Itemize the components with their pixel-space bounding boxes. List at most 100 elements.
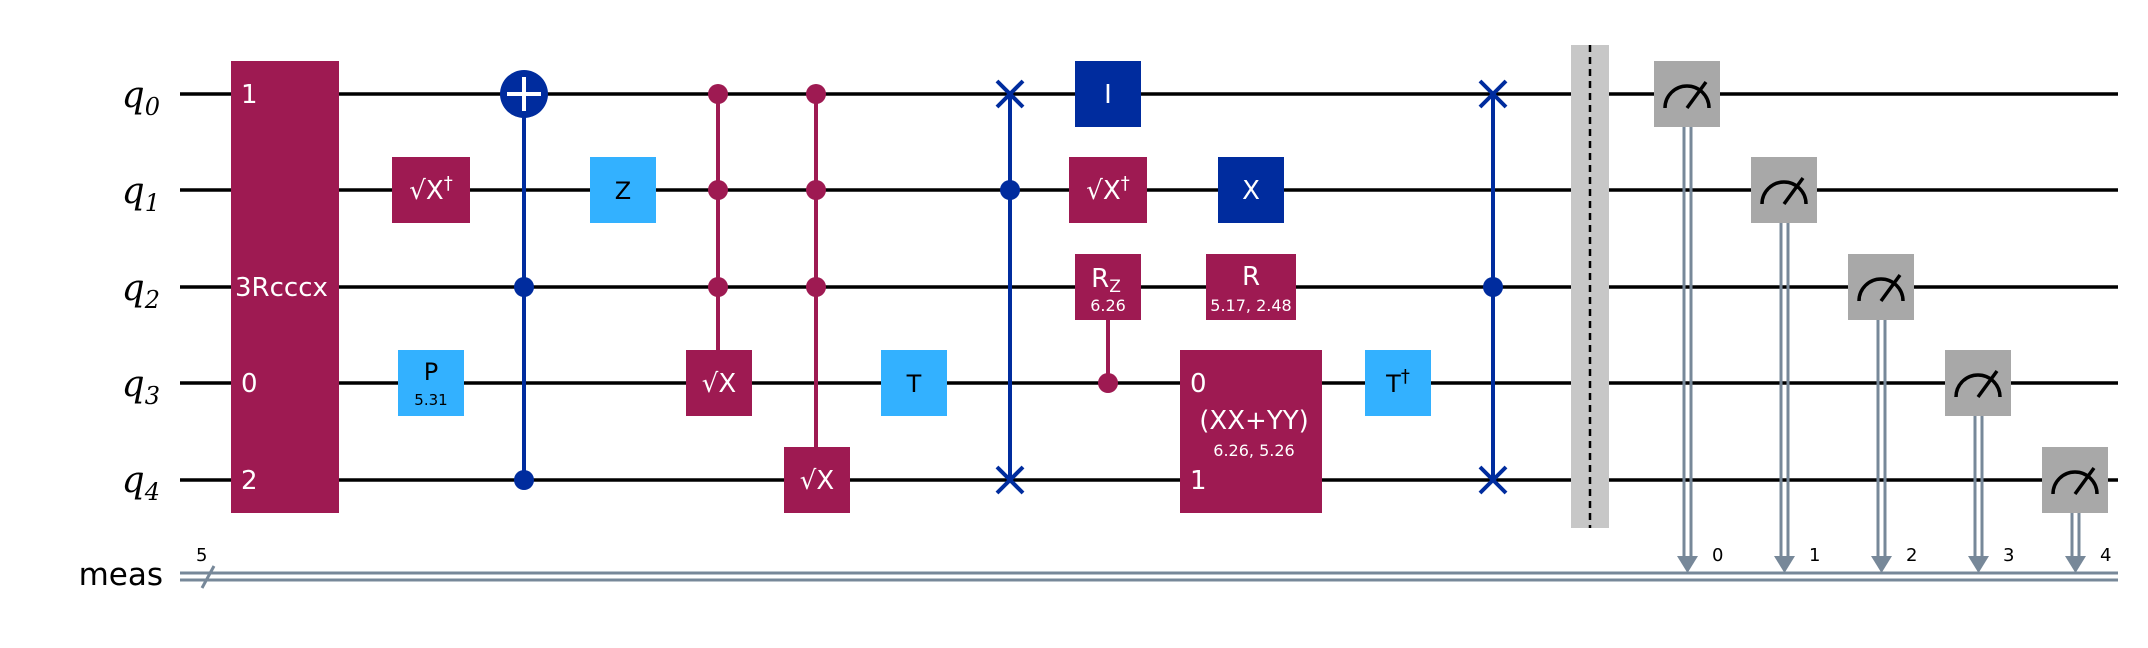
gate-xxyy-port-top: 0 <box>1190 369 1207 399</box>
gate-tdg-q3-box <box>1365 350 1431 416</box>
measure-q2: 2 <box>1848 254 1917 573</box>
measure-q0-clbit: 0 <box>1712 545 1723 566</box>
gate-cswap-1 <box>995 79 1025 495</box>
classical-bundle-slash <box>200 565 216 589</box>
gate-sxdg-q1: √X† <box>392 157 470 223</box>
classical-wire <box>180 565 2118 589</box>
gate-p-q3-label: P <box>424 358 438 386</box>
gate-r-q2-label: R <box>1242 262 1260 292</box>
gate-x-q1-label: X <box>1242 176 1260 206</box>
gate-xxyy: 0 (XX+YY) 6.26, 5.26 1 <box>1180 350 1322 513</box>
gate-ccx-control-q4 <box>514 470 534 490</box>
gate-xxyy-label: (XX+YY) <box>1199 406 1308 436</box>
gate-cswap-1-control-q1 <box>1000 180 1020 200</box>
gate-x-q1: X <box>1218 157 1284 223</box>
barrier <box>1571 45 1609 528</box>
gate-id-q0-label: I <box>1104 80 1112 110</box>
gate-cswap-2 <box>1478 79 1508 495</box>
qubit-label-q1: q1 <box>122 171 160 217</box>
gate-xxyy-port-bottom: 1 <box>1190 466 1207 496</box>
gate-id-q0: I <box>1075 61 1141 127</box>
gate-rcccx-label: 3Rcccx <box>235 273 328 303</box>
qubit-label-q3: q3 <box>122 364 160 410</box>
gate-c3sx-q3-control-q1 <box>708 180 728 200</box>
gate-r-q2-box <box>1206 254 1296 320</box>
measure-q3-needle <box>1976 369 1999 399</box>
gate-c3sx-q3-label: √X <box>702 369 736 399</box>
gate-ccx-control-q2 <box>514 277 534 297</box>
gate-c3sx-q3-control-q0 <box>708 84 728 104</box>
gate-c3sx-q4-control-q0 <box>806 84 826 104</box>
measure-q4-box <box>2042 447 2108 513</box>
gate-crz-param: 6.26 <box>1090 296 1126 315</box>
gate-p-q3: P 5.31 <box>398 350 464 416</box>
gate-t-q3-label: T <box>906 370 922 398</box>
measure-q0-box <box>1654 61 1720 127</box>
measure-q0-arrow <box>1677 556 1698 573</box>
measure-q3-clbit: 3 <box>2003 545 2014 566</box>
gate-c3sx-q3-box <box>686 350 752 416</box>
gate-c3sx-q4-box <box>784 447 850 513</box>
gate-cswap-1-x-q0-b <box>995 79 1025 109</box>
gate-sxdg-q1-second-label: √X† <box>1086 173 1129 206</box>
gate-crz-box <box>1075 254 1141 320</box>
gate-xxyy-param: 6.26, 5.26 <box>1213 441 1294 460</box>
measure-q1-needle <box>1782 176 1805 206</box>
measure-q1-clbit: 1 <box>1809 545 1820 566</box>
qubit-label-q0: q0 <box>122 75 160 121</box>
gate-t-q3-box <box>881 350 947 416</box>
gate-sxdg-q1-second-box <box>1069 157 1147 223</box>
gate-tdg-q3: T† <box>1365 350 1431 416</box>
gate-p-q3-box <box>398 350 464 416</box>
measure-q4-dial-icon <box>2051 470 2099 495</box>
measure-q3-box <box>1945 350 2011 416</box>
gate-c3sx-q4-control-q2 <box>806 277 826 297</box>
measure-q4: 4 <box>2042 447 2111 573</box>
measure-q1-arrow <box>1774 556 1795 573</box>
gate-sxdg-q1-box <box>392 157 470 223</box>
qubit-labels: q0 q1 q2 q3 q4 meas <box>79 75 163 593</box>
gate-sxdg-q1-second: √X† <box>1069 157 1147 223</box>
measure-q2-dial-icon <box>1857 277 1905 302</box>
gate-c3sx-q3: √X <box>686 84 752 416</box>
gate-sxdg-q1-label: √X† <box>409 173 452 206</box>
gate-xxyy-box <box>1180 350 1322 513</box>
measure-q0-needle <box>1685 80 1708 110</box>
gate-z-q1-label: Z <box>615 177 631 205</box>
gate-cswap-2-x-q4-b <box>1478 465 1508 495</box>
measure-q1: 1 <box>1751 157 1820 573</box>
measure-q2-arrow <box>1871 556 1892 573</box>
gate-t-q3: T <box>881 350 947 416</box>
gate-cswap-2-control-q2 <box>1483 277 1503 297</box>
gate-x-q1-box <box>1218 157 1284 223</box>
measure-q4-needle <box>2073 466 2096 496</box>
gate-p-q3-param: 5.31 <box>414 391 447 409</box>
measure-q3-arrow <box>1968 556 1989 573</box>
measure-q3: 3 <box>1945 350 2014 573</box>
qubit-label-q4: q4 <box>122 460 160 506</box>
gate-crz-control-q3 <box>1098 373 1118 393</box>
measurements: 0 1 2 3 <box>1654 61 2111 573</box>
gate-c3sx-q3-control-q2 <box>708 277 728 297</box>
gate-z-q1: Z <box>590 157 656 223</box>
measure-q1-box <box>1751 157 1817 223</box>
gate-r-q2-param: 5.17, 2.48 <box>1210 296 1291 315</box>
measure-q4-arrow <box>2065 556 2086 573</box>
gate-rcccx-port-q4: 2 <box>241 466 258 496</box>
gate-c3sx-q4-label: √X <box>800 466 834 496</box>
gate-id-q0-box <box>1075 61 1141 127</box>
measure-q3-dial-icon <box>1954 373 2002 398</box>
gate-ccx <box>500 70 548 490</box>
qubit-label-q2: q2 <box>122 268 160 314</box>
gate-rcccx-port-q3: 0 <box>241 369 258 399</box>
classical-register-size: 5 <box>196 545 207 566</box>
measure-q1-dial-icon <box>1760 180 1808 205</box>
gate-r-q2: R 5.17, 2.48 <box>1206 254 1296 320</box>
classical-register-label: meas <box>79 557 163 593</box>
gate-rcccx: 1 3Rcccx 0 2 <box>231 61 339 513</box>
measure-q0: 0 <box>1654 61 1723 573</box>
measure-q2-needle <box>1879 273 1902 303</box>
qubit-wires <box>180 92 2118 482</box>
measure-q2-clbit: 2 <box>1906 545 1917 566</box>
